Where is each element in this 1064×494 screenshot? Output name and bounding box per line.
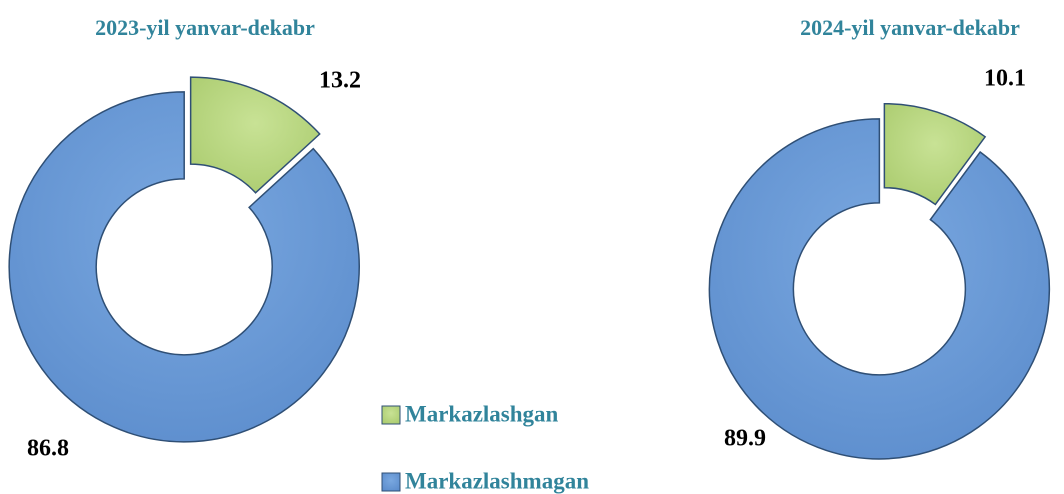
data-label: 10.1 <box>984 66 1026 92</box>
data-label: 86.8 <box>27 436 69 462</box>
donut-slice <box>708 118 1051 460</box>
chart-title: 2023-yil yanvar-dekabr <box>95 15 315 40</box>
legend-swatch <box>381 472 401 492</box>
legend-label: Markazlashmagan <box>405 468 589 493</box>
legend-swatch <box>381 405 401 425</box>
data-label: 89.9 <box>724 426 766 452</box>
chart-title: 2024-yil yanvar-dekabr <box>800 15 1020 40</box>
donut-slice <box>8 91 360 443</box>
data-label: 13.2 <box>319 68 361 94</box>
donut-slice <box>189 76 321 194</box>
donut-slice <box>883 102 987 206</box>
legend-label: Markazlashgan <box>405 401 559 426</box>
